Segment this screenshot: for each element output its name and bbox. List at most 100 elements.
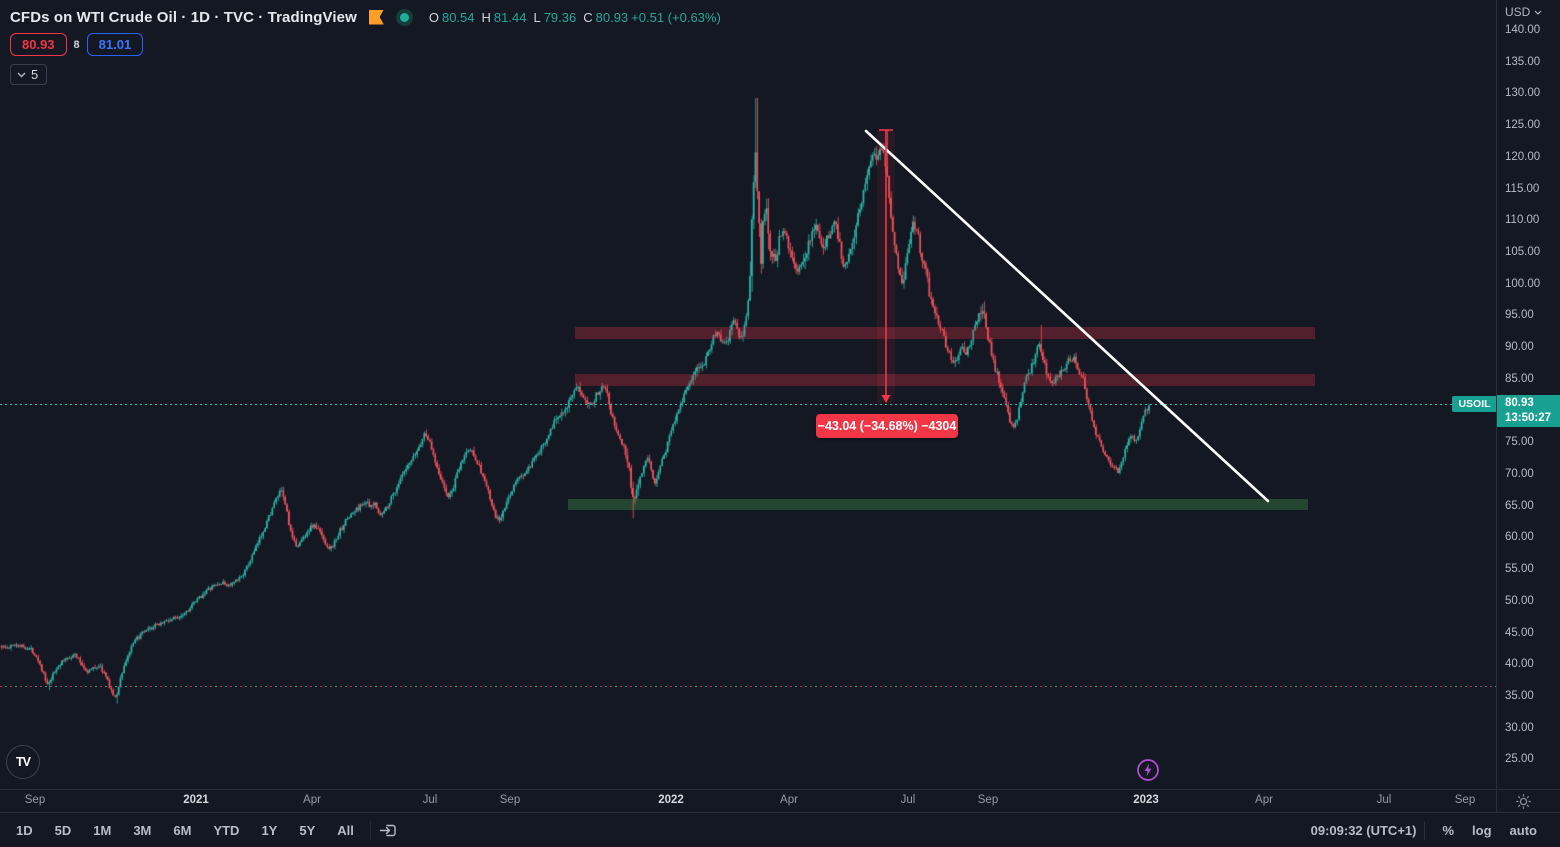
- range-button-3m[interactable]: 3M: [133, 822, 152, 838]
- objects-dropdown[interactable]: 5: [10, 64, 48, 85]
- price-tick-label: 35.00: [1505, 690, 1534, 702]
- price-tick-label: 70.00: [1505, 468, 1534, 480]
- lower-reference-price-line: [0, 686, 1496, 687]
- price-tick-label: 90.00: [1505, 341, 1534, 354]
- price-tick-label: 40.00: [1505, 658, 1534, 671]
- time-tick-year: 2022: [658, 794, 684, 806]
- currency-selector[interactable]: USD: [1505, 5, 1542, 19]
- chevron-down-icon: [17, 72, 26, 77]
- time-tick-month: Apr: [780, 794, 798, 806]
- range-button-5d[interactable]: 5D: [54, 822, 72, 838]
- current-price-line: [0, 404, 1496, 405]
- price-tick-label: 140.00: [1505, 24, 1541, 36]
- price-tick-label: 120.00: [1505, 150, 1541, 163]
- time-tick-month: Sep: [1454, 794, 1476, 806]
- price-tick-label: 55.00: [1505, 563, 1534, 576]
- time-tick-year: 2021: [183, 794, 209, 806]
- price-tick-label: 135.00: [1505, 55, 1541, 68]
- tradingview-logo[interactable]: TV: [6, 745, 40, 779]
- low-value: 79.36: [543, 9, 577, 25]
- last-price-value: 80.93: [1505, 397, 1534, 409]
- price-tick-label: 110.00: [1505, 214, 1540, 227]
- market-status-icon[interactable]: [395, 8, 413, 26]
- range-button-1d[interactable]: 1D: [16, 822, 33, 838]
- open-key: O: [428, 9, 439, 25]
- price-tick-label: 60.00: [1505, 531, 1534, 544]
- axis-corner: [1497, 789, 1560, 812]
- lightning-icon[interactable]: [1136, 758, 1160, 782]
- range-button-ytd[interactable]: YTD: [213, 822, 240, 838]
- axis-settings-gear-icon[interactable]: [1515, 793, 1532, 810]
- chart-row: −43.04 (−34.68%) −4304 USOIL CFDs on WTI…: [0, 0, 1560, 812]
- symbol-title[interactable]: CFDs on WTI Crude Oil · 1D · TVC · Tradi…: [10, 8, 357, 26]
- date-range-buttons: 1D 5D 1M 3M 6M YTD 1Y 5Y All: [0, 819, 1311, 842]
- time-tick-month: Sep: [499, 794, 521, 806]
- trendline[interactable]: [864, 129, 1270, 503]
- candlestick-canvas[interactable]: [0, 0, 1496, 789]
- range-button-1m[interactable]: 1M: [93, 822, 112, 838]
- drawings-overlay: [864, 129, 1270, 503]
- measure-arrowhead: [881, 395, 891, 403]
- resistance-zone-lower[interactable]: [575, 374, 1315, 386]
- price-tick-label: 75.00: [1505, 436, 1534, 449]
- time-tick-year: 2023: [1133, 794, 1159, 806]
- price-tick-label: 105.00: [1505, 246, 1541, 258]
- chart-pane-column: −43.04 (−34.68%) −4304 USOIL CFDs on WTI…: [0, 0, 1496, 812]
- close-value: 80.93: [595, 9, 629, 25]
- time-tick-month: Jul: [422, 794, 438, 806]
- chart-pane[interactable]: −43.04 (−34.68%) −4304 USOIL CFDs on WTI…: [0, 0, 1496, 789]
- range-button-all[interactable]: All: [337, 822, 354, 838]
- range-button-5y[interactable]: 5Y: [299, 822, 316, 838]
- high-value: 81.44: [493, 9, 527, 25]
- price-tick-label: 115.00: [1505, 182, 1540, 195]
- time-tick-month: Jul: [1376, 794, 1392, 806]
- low-key: L: [533, 9, 541, 25]
- open-value: 80.54: [441, 9, 475, 25]
- go-to-date-icon[interactable]: [379, 821, 398, 840]
- price-tick-label: 30.00: [1505, 721, 1534, 734]
- legend: CFDs on WTI Crude Oil · 1D · TVC · Tradi…: [10, 5, 721, 85]
- chevron-down-icon: [1534, 10, 1542, 15]
- price-axis-column: USD 80.93 13:50:27 140.00 135.00 130.00 125…: [1496, 0, 1560, 812]
- price-tick-label: 25.00: [1505, 753, 1534, 766]
- change-value: +0.51 (+0.63%): [631, 9, 721, 25]
- time-tick-month: Apr: [303, 794, 321, 806]
- range-button-1y[interactable]: 1Y: [261, 822, 278, 838]
- currency-label: USD: [1505, 5, 1531, 19]
- flag-icon[interactable]: [368, 9, 384, 25]
- resistance-zone-upper[interactable]: [575, 327, 1315, 339]
- price-tick-label: 50.00: [1505, 594, 1534, 607]
- price-tick-label: 85.00: [1505, 372, 1534, 385]
- percent-scale-button[interactable]: %: [1442, 822, 1455, 838]
- price-tick-label: 125.00: [1505, 119, 1541, 132]
- price-tick-label: 95.00: [1505, 309, 1534, 322]
- measure-result-label[interactable]: −43.04 (−34.68%) −4304: [816, 414, 958, 438]
- ask-price-box[interactable]: 81.01: [86, 33, 144, 56]
- support-zone[interactable]: [568, 499, 1308, 510]
- log-scale-button[interactable]: log: [1472, 822, 1492, 838]
- price-tick-label: 130.00: [1505, 87, 1541, 100]
- price-tick-label: 65.00: [1505, 499, 1534, 512]
- toolbar-divider: [369, 820, 371, 840]
- scale-controls: 09:09:32 (UTC+1) % log auto: [1311, 819, 1560, 842]
- bid-price-box[interactable]: 80.93: [10, 33, 67, 56]
- time-tick-month: Jul: [900, 794, 916, 806]
- spread-value: 8: [73, 38, 80, 51]
- clock[interactable]: 09:09:32 (UTC+1): [1310, 822, 1417, 838]
- price-tick-label: 100.00: [1505, 277, 1541, 290]
- time-axis[interactable]: Sep 2021 Apr Jul Sep 2022 Apr Jul Sep 2023 Apr Jul S…: [0, 789, 1496, 812]
- high-key: H: [481, 9, 491, 25]
- range-button-6m[interactable]: 6M: [173, 822, 192, 838]
- price-tick-label: 45.00: [1505, 626, 1534, 639]
- price-axis[interactable]: USD 80.93 13:50:27 140.00 135.00 130.00 125…: [1497, 0, 1560, 789]
- symbol-price-line-tag[interactable]: USOIL: [1452, 396, 1496, 412]
- ohlc-values: O 80.54 H 81.44 L 79.36 C 80.93 +0.51 (+0.63…: [429, 10, 721, 25]
- toolbar-divider: [1424, 820, 1426, 840]
- time-tick-month: Apr: [1255, 794, 1273, 806]
- time-tick-month: Sep: [977, 794, 999, 806]
- time-tick-month: Sep: [24, 794, 46, 806]
- auto-scale-button[interactable]: auto: [1509, 822, 1537, 838]
- last-price-tag[interactable]: 80.93 13:50:27: [1497, 395, 1560, 427]
- bar-countdown: 13:50:27: [1505, 412, 1552, 424]
